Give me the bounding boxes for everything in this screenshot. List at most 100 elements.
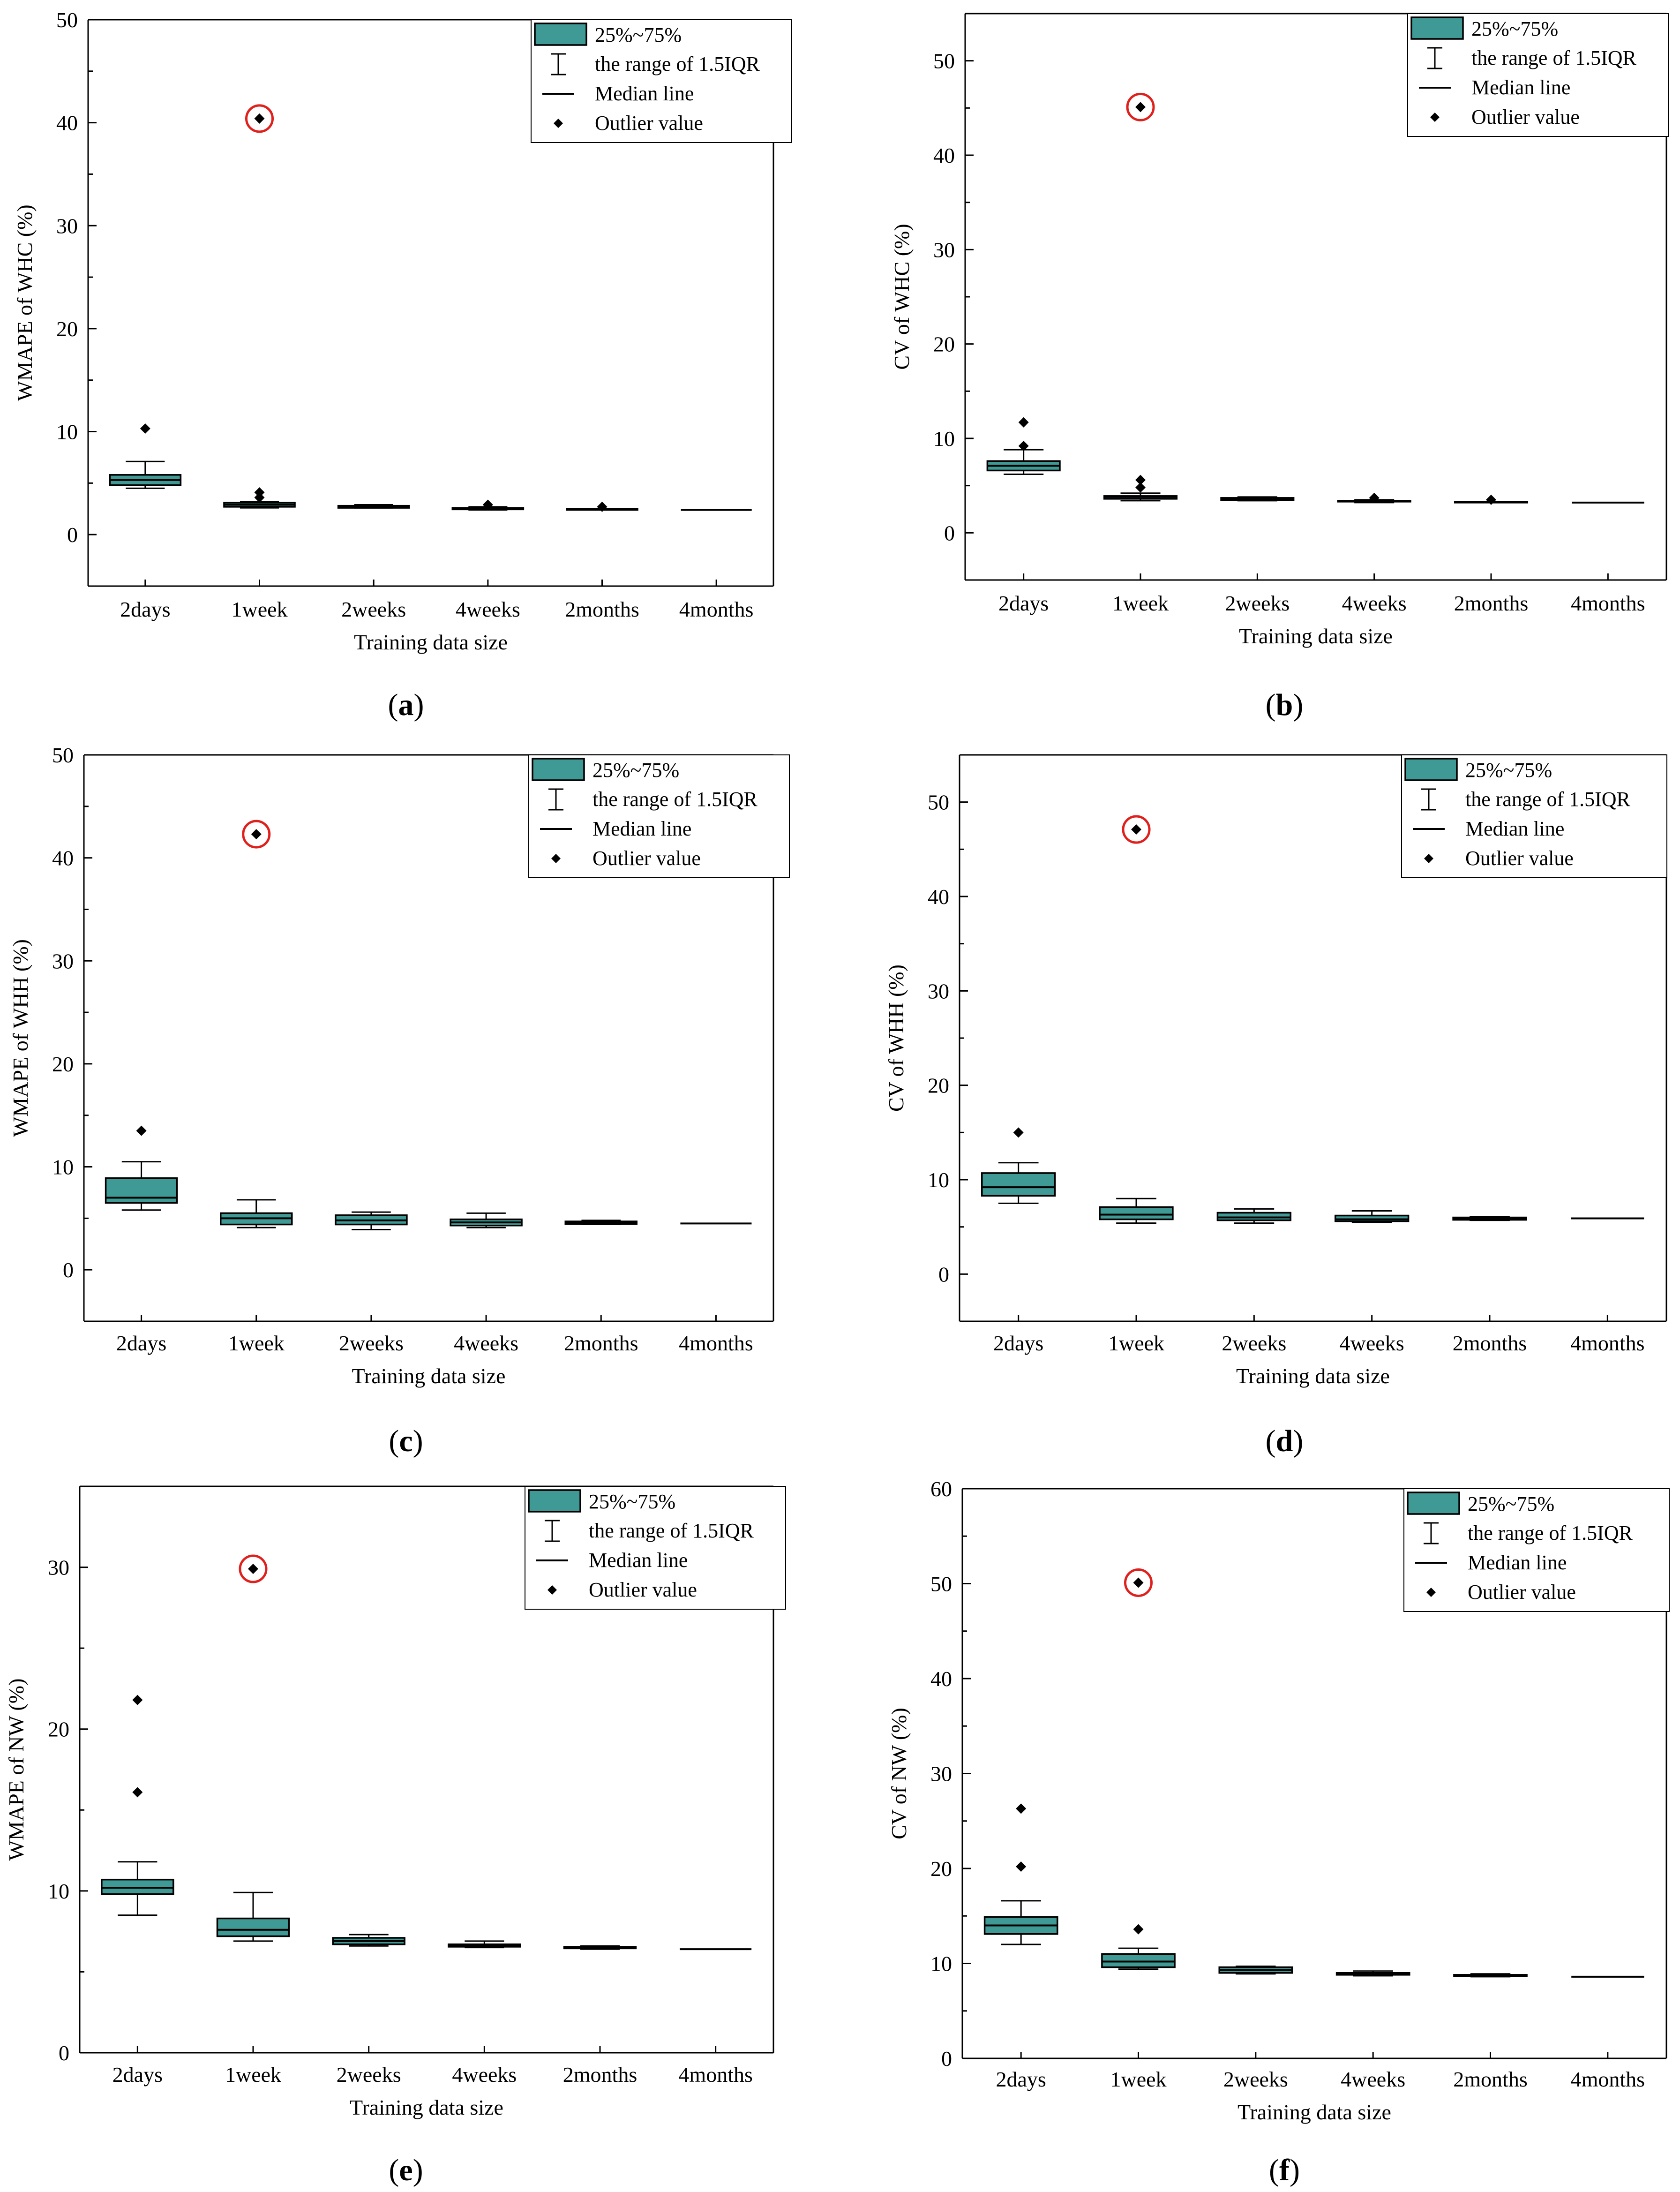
x-tick-label: 4weeks [1340,1331,1404,1355]
outlier-point [1135,475,1146,485]
x-tick-label: 2weeks [341,597,406,621]
y-tick-label: 20 [48,1717,69,1741]
y-tick-label: 40 [928,885,949,909]
outlier-point [136,1125,147,1136]
outlier-point [140,423,150,434]
box-2weeks [337,504,410,509]
y-tick-label: 20 [930,1857,952,1881]
x-tick-label: 2days [116,1331,166,1355]
panel-label: (a) [388,688,424,722]
box-4weeks [1335,1970,1410,1977]
outlier-point [1131,824,1141,835]
x-tick-label: 2days [993,1331,1043,1355]
box-2weeks [332,1934,405,1947]
outlier-point [1135,102,1146,113]
panel-label: (d) [1266,1424,1304,1458]
y-axis-title: WMAPE of WHH (%) [8,939,32,1137]
legend-median-label: Median line [592,817,691,840]
legend-outlier-symbol [551,854,561,863]
y-tick-label: 20 [928,1074,949,1098]
highlighted-outlier-circle [242,820,271,849]
outlier-point [254,487,265,498]
y-tick-label: 40 [933,143,955,167]
legend: 25%~75% the range of 1.5IQR Median line Out… [531,19,792,143]
legend-box-swatch [532,758,585,781]
legend-outlier-label: Outlier value [1465,847,1574,870]
panel-label: (f) [1269,2153,1300,2187]
y-axis-title: CV of WHH (%) [884,964,908,1112]
outlier-point [1369,492,1380,503]
legend-whisker-label: the range of 1.5IQR [1471,46,1637,69]
box-4weeks [1335,1210,1410,1223]
outlier-point [1133,1577,1144,1588]
y-tick-label: 40 [52,846,74,870]
y-tick-label: 20 [52,1052,74,1076]
y-tick-label: 50 [928,791,949,814]
legend-outlier-symbol [554,119,563,128]
x-tick-label: 2months [1454,591,1528,615]
box-2months [566,501,638,512]
legend-median-label: Median line [589,1549,688,1572]
y-tick-label: 30 [48,1556,69,1580]
x-tick-label: 2days [996,2067,1046,2091]
legend-median-label: Median line [1468,1551,1567,1574]
y-tick-label: 30 [52,949,74,973]
box-iqr [1216,1212,1291,1221]
legend-box-label: 25%~75% [595,23,682,46]
outlier-point [1486,494,1496,505]
box-iqr [1335,1214,1410,1222]
x-tick-label: 2months [563,2063,637,2087]
outlier-point [254,113,265,124]
box-iqr [1099,1206,1174,1220]
legend-outlier-symbol [1424,854,1433,863]
x-tick-label: 1week [225,2063,281,2087]
legend-box-swatch [528,1489,581,1513]
box-1week [1101,1577,1176,1970]
y-tick-label: 30 [933,238,955,262]
outlier-point [1013,1127,1024,1138]
box-2days [983,1803,1058,1945]
x-tick-label: 2weeks [1223,2067,1288,2091]
outlier-point [132,1787,143,1798]
box-4weeks [448,1940,521,1949]
panel-label: (b) [1266,688,1304,722]
legend-median-label: Median line [1471,76,1570,99]
legend-box-label: 25%~75% [1471,17,1558,40]
legend: 25%~75% the range of 1.5IQR Median line Out… [1407,13,1669,137]
x-tick-label: 4months [1571,2067,1645,2091]
box-2days [105,1125,178,1211]
x-tick-label: 4weeks [452,2063,517,2087]
outlier-point [132,1695,143,1705]
y-tick-label: 50 [933,49,955,73]
legend-box-label: 25%~75% [592,759,679,782]
y-tick-label: 50 [930,1572,952,1596]
legend-median-label: Median line [1465,817,1564,840]
y-axis-title: WMAPE of WHC (%) [13,204,37,401]
box-4weeks [451,499,525,511]
outlier-point [1135,482,1146,493]
box-2days [981,1127,1056,1204]
legend-outlier-label: Outlier value [595,112,703,135]
highlighted-outlier-circle [1124,1568,1153,1597]
outlier-point [1018,441,1029,452]
x-tick-label: 2months [1453,2067,1527,2091]
box-1week [1099,824,1174,1224]
x-axis-title: Training data size [1239,624,1393,648]
x-tick-label: 4weeks [1342,591,1407,615]
x-axis-title: Training data size [354,630,508,654]
highlighted-outlier-circle [239,1554,268,1583]
y-tick-label: 40 [56,111,78,135]
box-4weeks [1337,492,1411,504]
legend-box-swatch [1410,16,1464,40]
x-tick-label: 2weeks [339,1331,404,1355]
legend-whisker-label: the range of 1.5IQR [589,1519,754,1542]
x-tick-label: 1week [231,597,287,621]
x-tick-label: 1week [1110,2067,1166,2091]
box-1week [1103,102,1178,502]
x-tick-label: 2weeks [1222,1331,1286,1355]
y-axis-title: CV of WHC (%) [890,224,914,369]
panel-label: (e) [389,2153,423,2187]
highlighted-outlier-circle [1122,815,1151,844]
panel-label: (c) [389,1424,423,1458]
